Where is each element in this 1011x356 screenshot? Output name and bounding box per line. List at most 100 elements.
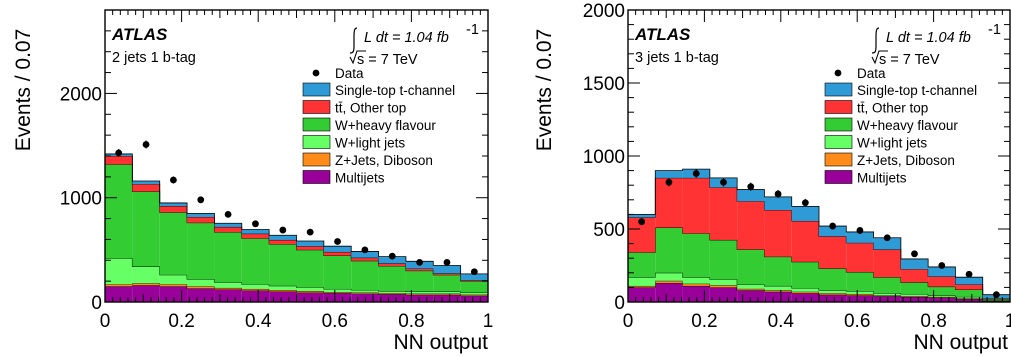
legend-left: Data Single-top t-channel tt̄, Other top W+…: [302, 66, 455, 186]
ytick-label-right-0: 0: [614, 293, 625, 314]
bar-left-s2-b1: [132, 266, 160, 284]
xtick-label-right-2: 0.4: [768, 311, 795, 332]
bar-right-s3-b10: [900, 282, 929, 294]
bar-right-s0-b4: [737, 290, 765, 302]
bar-right-s5-b8: [846, 231, 874, 243]
bar-left-s1-b9: [351, 292, 379, 294]
bar-right-s4-b11: [928, 276, 956, 287]
data-points-left: [115, 140, 478, 276]
legend-swatch-left-3: [302, 135, 331, 149]
data-point-left-11: [416, 258, 423, 266]
bar-left-s1-b4: [214, 287, 242, 290]
bar-left-s5-b6: [269, 235, 297, 240]
bar-right-s3-b9: [873, 277, 901, 294]
luminosity-text-left: L dt = 1.04 fb: [364, 30, 449, 46]
legend-data-marker-left: [312, 69, 320, 77]
xtick-label-right-3: 0.6: [844, 311, 870, 332]
bar-right-s2-b7: [819, 290, 847, 294]
bar-right-s3-b3: [709, 239, 738, 280]
bar-right-s5-b5: [764, 196, 792, 211]
tick-labels-right: 0 0.2 0.4 0.6 0.8 1 0 500 1000 1500 2000: [583, 1, 1011, 332]
bar-right-s0-b11: [928, 297, 956, 302]
bar-left-s0-b2: [159, 286, 188, 302]
bar-left-s3-b11: [405, 270, 434, 292]
bar-left-s1-b2: [159, 284, 188, 287]
luminosity-label-left: L dt = 1.04 fb -1: [349, 22, 479, 54]
ytick-label-left-0: 0: [91, 293, 102, 314]
data-point-left-7: [306, 228, 314, 236]
legend-label-right-0: Single-top t-channel: [857, 83, 977, 98]
bar-right-s5-b9: [873, 237, 901, 250]
legend-swatch-left-1: [302, 100, 331, 114]
xtick-label-left-3: 0.6: [322, 311, 348, 332]
bar-right-s2-b0: [628, 277, 656, 286]
bar-left-s4-b7: [296, 246, 324, 250]
bar-left-s4-b4: [214, 226, 242, 233]
data-point-right-3: [720, 178, 727, 186]
bar-left-s2-b13: [460, 292, 488, 295]
data-point-left-6: [279, 226, 287, 234]
data-point-right-2: [692, 170, 700, 177]
legend-label-left-0: Single-top t-channel: [335, 83, 455, 98]
bar-left-s4-b9: [351, 257, 379, 261]
bar-right-s1-b2: [682, 283, 710, 286]
bar-left-s1-b13: [460, 294, 488, 296]
bar-right-s2-b10: [900, 293, 929, 297]
bar-left-s4-b2: [159, 206, 188, 213]
bar-left-s4-b6: [269, 239, 297, 245]
bar-left-s3-b9: [351, 260, 379, 291]
bar-left-s3-b12: [433, 274, 461, 292]
legend-swatch-right-2: [824, 117, 853, 132]
data-point-right-0: [638, 218, 646, 226]
data-point-right-7: [829, 222, 837, 230]
bar-left-s1-b8: [323, 292, 352, 294]
bar-right-s0-b10: [900, 296, 929, 302]
stacked-bars-left: [105, 153, 488, 302]
bar-left-s1-b1: [132, 283, 160, 286]
legend-label-right-2: W+heavy flavour: [857, 118, 958, 133]
bar-left-s3-b7: [296, 249, 324, 288]
energy-text-left: s = 7 TeV: [357, 52, 418, 68]
xtick-label-left-4: 0.8: [398, 311, 424, 332]
xtick-label-left-0: 0: [100, 311, 111, 332]
bar-right-s1-b3: [709, 285, 738, 288]
bar-right-s4-b4: [737, 201, 765, 250]
bar-right-s4-b8: [846, 242, 874, 273]
bar-left-s3-b5: [241, 238, 270, 285]
bar-right-s2-b3: [709, 279, 738, 286]
bar-left-s5-b4: [214, 223, 242, 227]
bar-left-s5-b5: [241, 229, 270, 234]
bar-right-s3-b13: [982, 299, 1010, 301]
bar-right-s1-b0: [628, 285, 656, 288]
bar-left-s2-b5: [241, 284, 270, 289]
bar-left-s3-b13: [460, 281, 488, 293]
data-point-right-6: [801, 199, 809, 207]
bar-right-s0-b3: [709, 287, 738, 302]
data-point-left-4: [224, 211, 232, 218]
bar-left-s1-b10: [378, 293, 406, 295]
bar-right-s4-b7: [819, 236, 847, 269]
data-point-right-12: [965, 270, 973, 278]
bar-left-s5-b10: [378, 256, 406, 264]
bar-left-s2-b8: [323, 288, 352, 293]
bar-right-s4-b2: [682, 177, 710, 234]
xtick-label-left-2: 0.4: [245, 311, 272, 332]
data-point-right-1: [665, 178, 673, 186]
xtick-label-left-5: 1: [483, 311, 494, 332]
bar-right-s1-b4: [737, 288, 765, 291]
bar-right-s2-b5: [764, 285, 792, 291]
ytick-label-left-1: 1000: [60, 189, 102, 210]
bar-right-s1-b8: [846, 293, 874, 296]
bar-left-s4-b10: [378, 263, 406, 267]
bar-left-s1-b5: [241, 288, 270, 291]
legend-label-right-1: tt̄, Other top: [857, 101, 928, 116]
bar-left-s0-b11: [405, 294, 434, 302]
data-point-left-9: [361, 246, 369, 254]
bar-right-s2-b8: [846, 291, 874, 294]
data-point-right-4: [747, 183, 755, 191]
bar-left-s3-b2: [159, 212, 188, 275]
bar-right-s2-b6: [791, 288, 819, 292]
bar-right-s1-b6: [791, 291, 819, 294]
bar-left-s2-b3: [187, 279, 215, 287]
